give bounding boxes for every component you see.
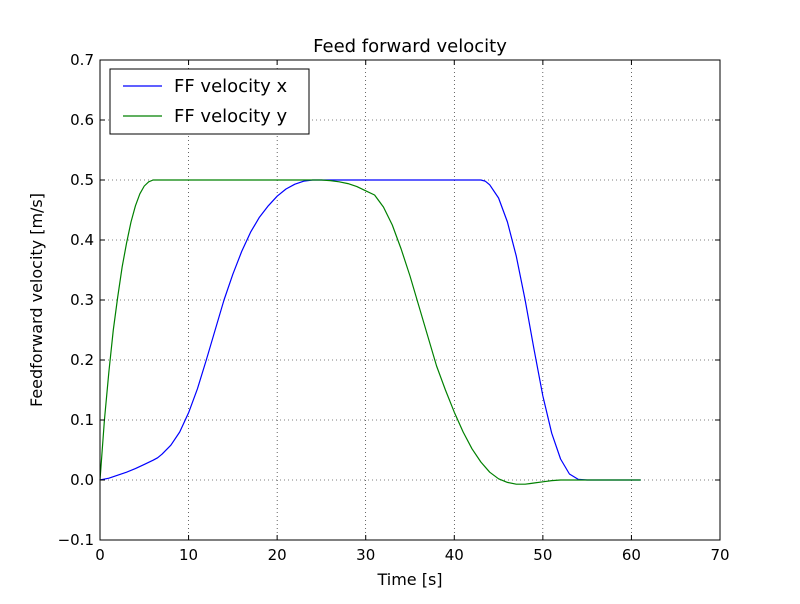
x-tick-label: 50 [533, 546, 552, 564]
y-tick-label: 0.7 [70, 51, 94, 69]
legend-label-ff-velocity-y: FF velocity y [174, 106, 287, 127]
x-tick-label: 30 [356, 546, 375, 564]
x-tick-label: 40 [445, 546, 464, 564]
x-tick-label: 0 [95, 546, 105, 564]
y-tick-label: −0.1 [58, 531, 94, 549]
y-tick-label: 0.3 [70, 291, 94, 309]
legend: FF velocity x FF velocity y [109, 68, 310, 135]
y-tick-label: 0.2 [70, 351, 94, 369]
series-line-ff-velocity-x [99, 179, 641, 481]
legend-label-ff-velocity-x: FF velocity x [174, 76, 287, 97]
x-axis-label: Time [s] [376, 570, 442, 589]
x-tick-label: 20 [268, 546, 287, 564]
chart-title: Feed forward velocity [313, 36, 507, 57]
y-tick-label: 0.6 [70, 111, 94, 129]
tick-layer: 0 10 20 30 40 50 60 70 −0.1 0.0 0.1 0.2 0.3 0.4 0.5 0.6… [58, 51, 730, 564]
series-line-ff-velocity-y [99, 179, 641, 485]
y-tick-label: 0.4 [70, 231, 94, 249]
y-axis-label: Feedforward velocity [m/s] [27, 193, 46, 407]
x-tick-label: 60 [622, 546, 641, 564]
legend-frame [109, 68, 310, 135]
y-tick-label: 0.5 [70, 171, 94, 189]
series-layer [99, 179, 641, 485]
y-tick-label: 0.0 [70, 471, 94, 489]
x-tick-label: 10 [179, 546, 198, 564]
y-tick-label: 0.1 [70, 411, 94, 429]
x-tick-label: 70 [710, 546, 729, 564]
